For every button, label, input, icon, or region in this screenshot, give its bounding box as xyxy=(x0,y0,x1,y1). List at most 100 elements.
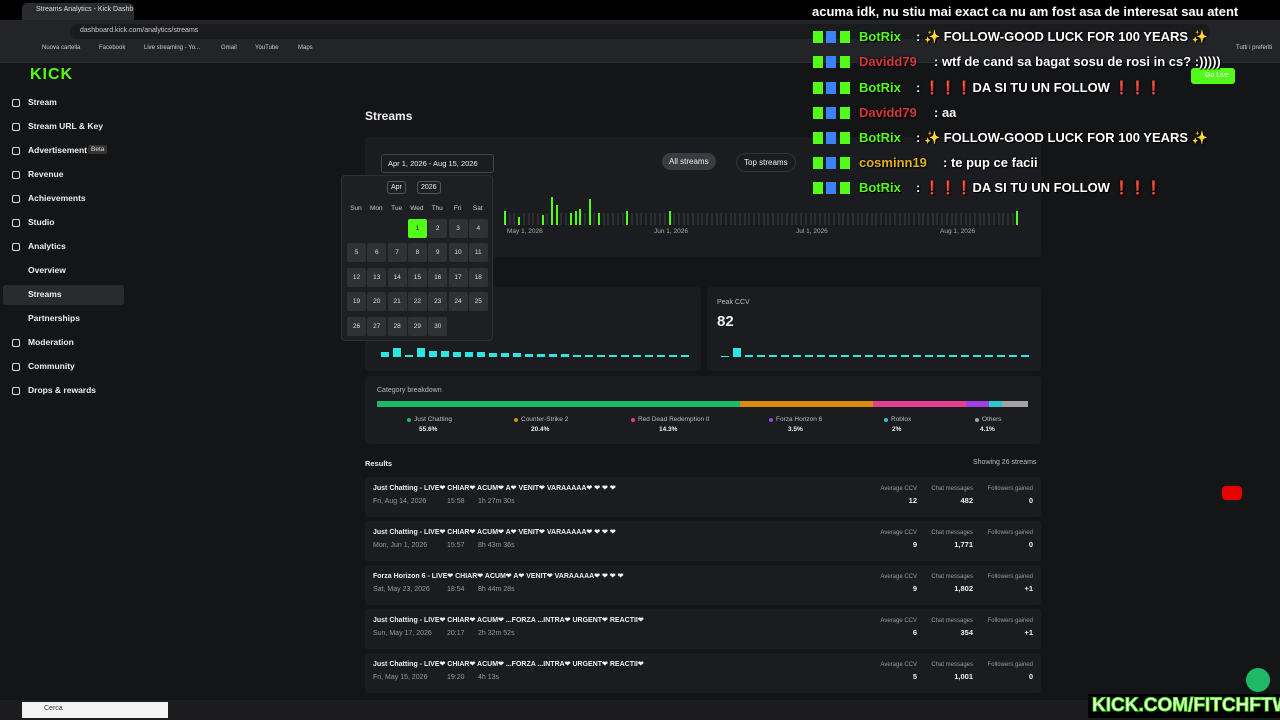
nav-item[interactable]: Advertisement xyxy=(28,145,88,155)
spark-bar xyxy=(585,355,593,357)
day[interactable]: 25 xyxy=(468,292,488,312)
day[interactable]: 18 xyxy=(468,267,488,287)
stream-duration: 2h 32m 52s xyxy=(478,630,515,637)
stream-duration: 1h 27m 30s xyxy=(478,498,515,505)
search-text[interactable]: Cerca xyxy=(44,705,63,712)
nav-item[interactable]: Stream URL & Key xyxy=(28,121,103,131)
day[interactable]: 2 xyxy=(428,219,448,238)
nav-item[interactable]: Drops & rewards xyxy=(28,385,97,395)
chat-message: : te pup ce facii xyxy=(943,155,1038,171)
day[interactable]: 7 xyxy=(387,243,407,263)
address-bar[interactable] xyxy=(70,24,1210,39)
result-row[interactable] xyxy=(365,653,1041,693)
day[interactable]: 20 xyxy=(367,292,387,312)
nav-item[interactable]: Studio xyxy=(28,217,55,227)
nav-item[interactable]: Revenue xyxy=(28,169,64,179)
day[interactable]: 11 xyxy=(468,243,488,263)
spark-bar xyxy=(1009,355,1017,357)
day[interactable]: 4 xyxy=(468,219,488,238)
day[interactable]: 13 xyxy=(367,267,387,287)
chat-message: : ❗❗❗DA SI TU UN FOLLOW ❗❗❗ xyxy=(916,79,1163,95)
day[interactable]: 26 xyxy=(347,316,366,336)
nav-item[interactable]: Moderation xyxy=(28,337,74,347)
nav-item[interactable]: Stream xyxy=(28,97,57,107)
day[interactable]: 30 xyxy=(428,316,448,336)
page-title: Streams xyxy=(365,109,413,123)
bookmark[interactable]: Facebook xyxy=(99,45,126,51)
timeline-bar xyxy=(696,213,699,225)
chat-badges xyxy=(813,157,853,170)
timeline-bar xyxy=(593,213,596,225)
day[interactable]: 22 xyxy=(407,292,427,312)
timeline-bar xyxy=(818,213,821,225)
bookmark[interactable]: YouTube xyxy=(255,45,279,51)
year-select[interactable]: 2026 xyxy=(417,181,441,194)
column-label: Average CCV xyxy=(880,574,917,580)
stream-date: Fri, May 15, 2026 xyxy=(373,674,428,681)
timeline-bar xyxy=(889,213,892,225)
day[interactable]: 8 xyxy=(407,243,427,263)
tab[interactable]: All streams xyxy=(662,153,716,170)
bookmark[interactable]: Gmail xyxy=(221,45,237,51)
result-row[interactable] xyxy=(365,565,1041,605)
tab[interactable] xyxy=(22,3,134,20)
day[interactable]: 12 xyxy=(347,267,366,287)
timeline-bar xyxy=(870,213,873,225)
nav-item[interactable]: Achievements xyxy=(28,193,86,203)
bookmark[interactable]: Nuova cartella xyxy=(42,45,81,51)
nav-item[interactable]: Community xyxy=(28,361,75,371)
day[interactable]: 5 xyxy=(347,243,366,263)
day[interactable]: 15 xyxy=(407,267,427,287)
day[interactable]: 24 xyxy=(448,292,468,312)
day[interactable]: 9 xyxy=(428,243,448,263)
month-select[interactable]: Apr xyxy=(387,181,406,194)
timeline-bar xyxy=(767,213,770,225)
timeline-bar xyxy=(668,211,671,225)
day[interactable]: 29 xyxy=(407,316,427,336)
bookmark[interactable]: Tutti i preferiti xyxy=(1236,45,1273,51)
day[interactable]: 28 xyxy=(387,316,407,336)
day[interactable]: 14 xyxy=(387,267,407,287)
day[interactable]: 3 xyxy=(448,219,468,238)
stream-time: 20:17 xyxy=(447,630,465,637)
result-row[interactable] xyxy=(365,477,1041,517)
spark-bar xyxy=(793,355,801,357)
search-box[interactable] xyxy=(22,702,168,718)
timeline-bar xyxy=(616,213,619,225)
chat-badges xyxy=(813,132,853,144)
date-range[interactable]: Apr 1, 2026 - Aug 15, 2026 xyxy=(381,154,494,173)
go-live[interactable]: Go Live xyxy=(1191,68,1235,84)
stream-duration: 4h 13s xyxy=(478,674,500,681)
timeline-bar xyxy=(790,213,793,225)
timeline-bar xyxy=(692,213,694,225)
nav-item[interactable]: Partnerships xyxy=(28,313,80,323)
timeline-bar xyxy=(804,213,807,225)
nav-item[interactable]: Streams xyxy=(28,289,62,299)
day[interactable]: 23 xyxy=(428,292,448,312)
day[interactable]: 10 xyxy=(448,243,468,263)
nav-item[interactable]: Analytics xyxy=(28,241,66,251)
result-row[interactable] xyxy=(365,521,1041,561)
nav-item[interactable]: Overview xyxy=(28,265,66,275)
timeline-bar xyxy=(513,213,516,225)
day[interactable]: 16 xyxy=(428,267,448,287)
day[interactable]: 6 xyxy=(367,243,387,263)
day[interactable]: 27 xyxy=(367,316,387,336)
tab[interactable]: Top streams xyxy=(736,153,796,172)
spark-bar xyxy=(657,355,665,357)
cell: 6 xyxy=(912,628,917,637)
day[interactable]: 19 xyxy=(347,292,366,312)
help-button[interactable] xyxy=(1246,668,1270,692)
timeline-bar xyxy=(828,213,831,225)
timeline-bar xyxy=(781,213,784,225)
timeline-bar xyxy=(823,213,826,225)
bookmark[interactable]: Live streaming - Yo... xyxy=(144,45,201,51)
day[interactable]: 1 xyxy=(407,219,427,238)
day[interactable]: 17 xyxy=(448,267,468,287)
day[interactable]: 21 xyxy=(387,292,407,312)
spark-bar xyxy=(997,355,1005,357)
spark-bar xyxy=(525,354,533,357)
result-row[interactable] xyxy=(365,609,1041,649)
bookmark[interactable]: Maps xyxy=(298,45,313,51)
tab-title: Streams Analytics - Kick Dashb xyxy=(36,6,134,13)
